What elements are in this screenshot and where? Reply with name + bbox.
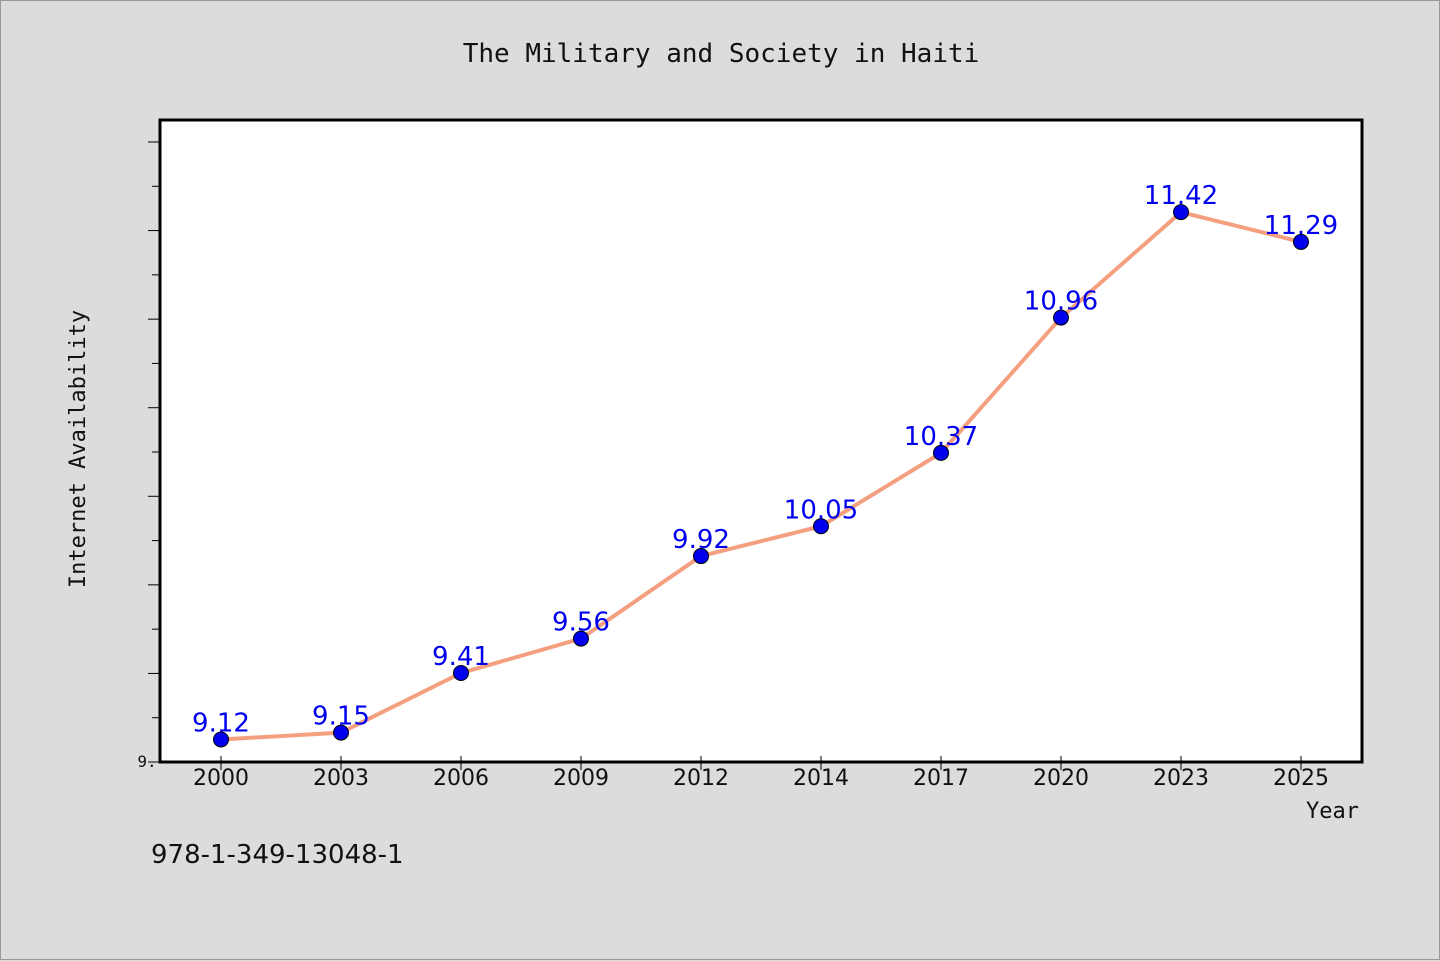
x-axis-ticks: 2000 2003 2006 2009 2012 2014 2017 2020 2023 2025 <box>193 756 1329 791</box>
data-point <box>1053 309 1069 326</box>
data-point <box>213 731 229 748</box>
data-label: 11.42 <box>1144 181 1218 211</box>
data-point <box>813 518 829 535</box>
data-point <box>453 664 469 681</box>
data-label: 11.29 <box>1264 211 1338 241</box>
data-point <box>1293 233 1309 250</box>
x-tick-label: 2000 <box>193 766 249 791</box>
x-tick-label: 2012 <box>673 766 729 791</box>
x-tick-label: 2014 <box>793 766 849 791</box>
x-axis-label: Year <box>1306 799 1359 824</box>
data-point <box>573 630 589 647</box>
y-axis-ticks <box>148 141 160 763</box>
data-label: 9.15 <box>312 702 370 732</box>
data-point <box>933 444 949 461</box>
data-label: 9.56 <box>552 608 610 638</box>
data-label: 10.05 <box>784 495 858 525</box>
data-label: 9.92 <box>672 525 730 555</box>
data-label: 9.41 <box>432 642 490 672</box>
data-point <box>333 724 349 741</box>
data-label: 10.37 <box>904 422 978 452</box>
x-tick-label: 2025 <box>1273 766 1329 791</box>
data-label: 10.96 <box>1024 287 1098 317</box>
data-point <box>1173 204 1189 221</box>
y-axis-label: Internet Availability <box>66 310 91 588</box>
x-tick-label: 2020 <box>1033 766 1089 791</box>
y-tick-label: 9. <box>137 752 156 771</box>
x-tick-label: 2006 <box>433 766 489 791</box>
x-tick-label: 2023 <box>1153 766 1209 791</box>
x-tick-label: 2003 <box>313 766 369 791</box>
data-label: 9.12 <box>192 708 250 738</box>
data-point <box>693 548 709 565</box>
x-tick-label: 2009 <box>553 766 609 791</box>
series-group: 9.12 9.15 9.41 9.56 9.92 10.05 10.37 10.96 11.42… <box>192 181 1338 748</box>
series-line <box>220 210 1302 742</box>
footer-isbn: 978-1-349-13048-1 <box>151 840 404 870</box>
x-tick-label: 2017 <box>913 766 969 791</box>
chart-title: The Military and Society in Haiti <box>463 39 980 69</box>
